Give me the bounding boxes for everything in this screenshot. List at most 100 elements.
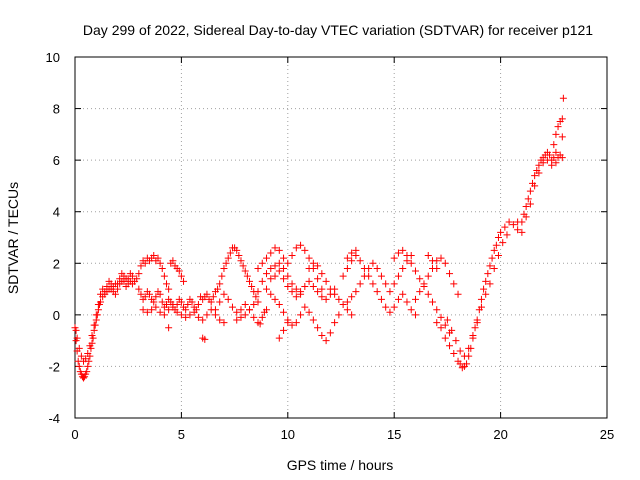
data-point xyxy=(75,344,83,352)
chart-title: Day 299 of 2022, Sidereal Day-to-day VTE… xyxy=(83,22,593,38)
data-point xyxy=(177,311,185,319)
data-point xyxy=(386,288,394,296)
data-point xyxy=(275,301,283,309)
data-point xyxy=(280,326,288,334)
data-point xyxy=(150,298,158,306)
data-point xyxy=(267,249,275,257)
data-point xyxy=(305,264,313,272)
data-point xyxy=(360,272,368,280)
x-tick-label: 25 xyxy=(600,427,614,442)
data-point xyxy=(297,311,305,319)
data-point xyxy=(526,200,534,208)
data-point xyxy=(216,280,224,288)
data-point xyxy=(263,254,271,262)
data-point xyxy=(486,262,494,270)
data-point xyxy=(297,288,305,296)
data-point xyxy=(314,324,322,332)
data-point xyxy=(250,301,258,309)
data-point xyxy=(343,298,351,306)
data-point xyxy=(390,303,398,311)
data-point xyxy=(263,306,271,314)
data-point xyxy=(535,161,543,169)
data-point xyxy=(514,218,522,226)
data-point xyxy=(377,272,385,280)
data-point xyxy=(143,308,151,316)
data-point xyxy=(288,288,296,296)
data-point xyxy=(203,290,211,298)
data-point xyxy=(237,313,245,321)
data-point xyxy=(433,306,441,314)
data-point xyxy=(522,203,530,211)
data-point xyxy=(224,295,232,303)
y-tick-label: 6 xyxy=(53,153,60,168)
data-point xyxy=(271,262,279,270)
data-point xyxy=(554,123,562,131)
data-point xyxy=(86,342,94,350)
data-point xyxy=(446,270,454,278)
data-point xyxy=(518,228,526,236)
data-point xyxy=(305,254,313,262)
data-point xyxy=(94,301,102,309)
data-point xyxy=(343,254,351,262)
data-point xyxy=(420,280,428,288)
data-point xyxy=(177,272,185,280)
data-point xyxy=(548,161,556,169)
data-point xyxy=(165,306,173,314)
data-point xyxy=(271,295,279,303)
data-point xyxy=(373,288,381,296)
tick-labels: 0 5 10 15 20 25 -4 -2 0 2 4 6 8 10 xyxy=(46,50,615,442)
data-point xyxy=(156,259,164,267)
data-point xyxy=(465,344,473,352)
data-point xyxy=(448,326,456,334)
data-point xyxy=(314,275,322,283)
data-point xyxy=(550,141,558,149)
data-point xyxy=(288,280,296,288)
data-point xyxy=(233,246,241,254)
data-point xyxy=(275,259,283,267)
data-point xyxy=(177,298,185,306)
data-point xyxy=(331,319,339,327)
data-point xyxy=(150,252,158,260)
grid xyxy=(75,57,607,418)
data-point xyxy=(309,282,317,290)
data-point xyxy=(411,295,419,303)
axes xyxy=(74,56,608,419)
data-point xyxy=(199,316,207,324)
data-point xyxy=(526,187,534,195)
data-point xyxy=(403,298,411,306)
x-tick-label: 10 xyxy=(281,427,295,442)
data-point xyxy=(314,262,322,270)
data-point xyxy=(158,298,166,306)
y-tick-label: 10 xyxy=(46,50,60,65)
data-point xyxy=(239,262,247,270)
data-point xyxy=(356,257,364,265)
data-point xyxy=(301,246,309,254)
data-point xyxy=(103,282,111,290)
data-point xyxy=(301,282,309,290)
data-point xyxy=(558,154,566,162)
data-point xyxy=(488,254,496,262)
data-point xyxy=(280,264,288,272)
data-point xyxy=(250,313,258,321)
data-point xyxy=(443,316,451,324)
data-point xyxy=(318,331,326,339)
data-point xyxy=(505,218,513,226)
data-point xyxy=(284,319,292,327)
x-tick-label: 20 xyxy=(493,427,507,442)
data-point xyxy=(424,272,432,280)
data-point xyxy=(214,285,222,293)
data-point xyxy=(207,298,215,306)
data-point xyxy=(292,319,300,327)
data-point xyxy=(477,303,485,311)
data-point xyxy=(275,334,283,342)
data-point xyxy=(137,290,145,298)
data-point xyxy=(543,156,551,164)
data-point xyxy=(352,246,360,254)
data-point xyxy=(390,280,398,288)
data-point xyxy=(135,285,143,293)
data-point xyxy=(107,280,115,288)
data-point xyxy=(546,151,554,159)
data-point xyxy=(473,319,481,327)
data-point xyxy=(441,321,449,329)
data-point xyxy=(326,329,334,337)
